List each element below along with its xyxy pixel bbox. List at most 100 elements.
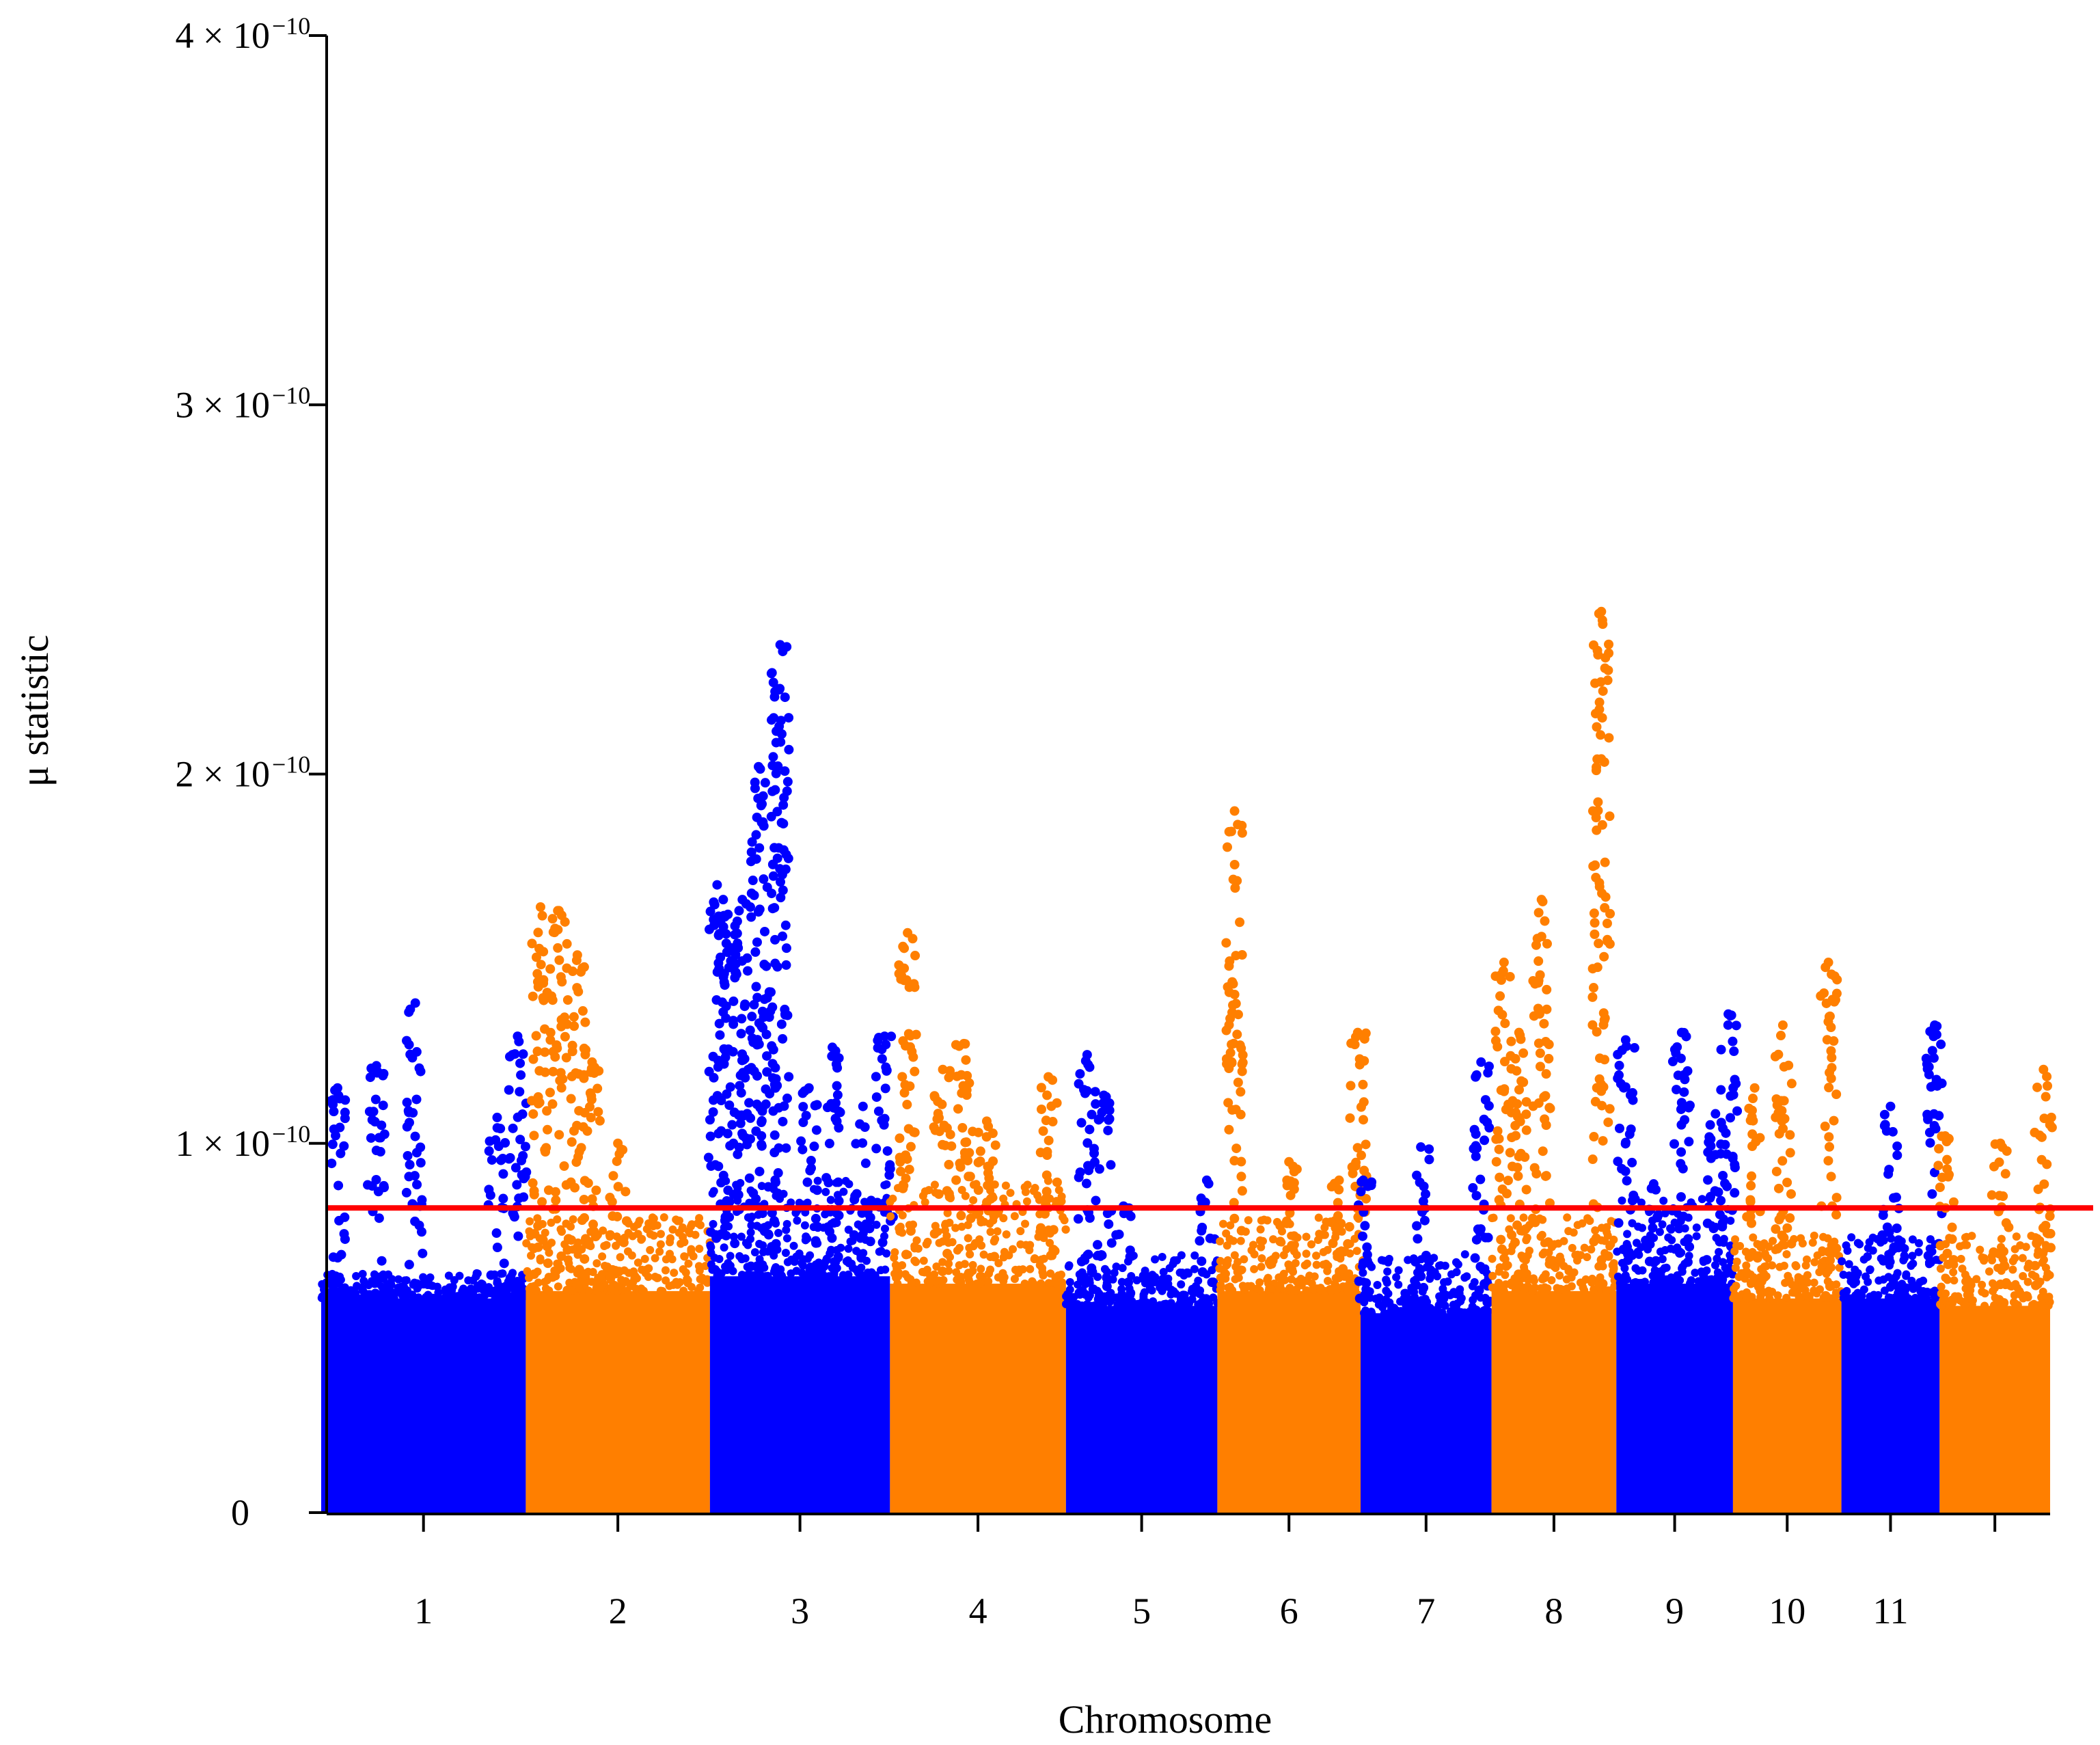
- snp-point: [910, 1256, 919, 1265]
- snp-point: [725, 1082, 735, 1092]
- snp-point: [1820, 1121, 1830, 1131]
- snp-point: [1894, 1235, 1904, 1245]
- snp-point: [562, 995, 573, 1005]
- y-tick-label: 0: [231, 1492, 249, 1533]
- snp-point: [1073, 1214, 1083, 1224]
- snp-point: [735, 1081, 745, 1091]
- snp-point: [358, 1269, 367, 1278]
- snp-point: [1849, 1294, 1857, 1303]
- snp-point: [484, 1146, 494, 1156]
- snp-point: [2036, 1154, 2047, 1165]
- snp-point: [964, 1172, 974, 1182]
- snp-point: [1229, 1198, 1239, 1208]
- snp-point: [1925, 1027, 1935, 1037]
- snp-point: [1879, 1121, 1890, 1131]
- y-tick-times: ×: [194, 754, 233, 795]
- snp-point: [1541, 1171, 1551, 1181]
- snp-point: [1044, 1135, 1054, 1146]
- snp-point: [1713, 1254, 1721, 1263]
- snp-point: [1868, 1233, 1877, 1242]
- snp-point: [747, 837, 757, 847]
- snp-point: [567, 1264, 575, 1273]
- snp-point: [721, 1001, 731, 1012]
- chromosome-8-points: [1488, 606, 1619, 1513]
- snp-point: [1076, 1256, 1087, 1267]
- snp-point: [903, 1273, 912, 1282]
- snp-point: [1151, 1255, 1160, 1264]
- snp-point: [1843, 1246, 1852, 1255]
- snp-point: [1754, 1282, 1764, 1292]
- snp-point: [747, 1221, 756, 1230]
- snp-point: [1520, 1262, 1529, 1271]
- snp-point: [726, 956, 736, 966]
- snp-point: [1026, 1241, 1035, 1249]
- snp-point: [1035, 1195, 1044, 1204]
- snp-point: [675, 1216, 684, 1225]
- snp-point: [459, 1289, 468, 1298]
- snp-point: [1042, 1147, 1052, 1157]
- snp-point: [553, 1266, 562, 1275]
- snp-point: [563, 1234, 573, 1244]
- snp-point: [1221, 1025, 1231, 1036]
- snp-point: [538, 992, 548, 1003]
- x-axis-title: Chromosome: [1059, 1697, 1272, 1742]
- snp-point: [1328, 1239, 1338, 1249]
- snp-point: [552, 1043, 562, 1053]
- snp-point: [877, 1237, 888, 1247]
- snp-point: [1667, 1225, 1676, 1234]
- snp-point: [1449, 1300, 1458, 1309]
- snp-point: [1216, 1257, 1225, 1266]
- snp-point: [769, 1216, 779, 1226]
- snp-point: [1791, 1261, 1800, 1270]
- snp-point: [1824, 1083, 1834, 1093]
- snp-point: [584, 1286, 593, 1295]
- snp-point: [1542, 984, 1552, 995]
- snp-point: [776, 1019, 787, 1029]
- chromosome-11-dense-band: [1841, 1298, 1940, 1513]
- snp-point: [905, 1042, 915, 1052]
- snp-point: [1592, 1027, 1602, 1037]
- snp-point: [1494, 1144, 1504, 1154]
- snp-point: [1454, 1260, 1462, 1269]
- snp-point: [1065, 1277, 1074, 1286]
- snp-point: [784, 1072, 794, 1082]
- snp-point: [1490, 1027, 1501, 1037]
- snp-point: [555, 1075, 565, 1085]
- snp-point: [944, 1072, 954, 1083]
- snp-point: [1497, 1244, 1507, 1254]
- snp-point: [1603, 665, 1613, 675]
- snp-point: [370, 1288, 381, 1299]
- snp-point: [1922, 1109, 1933, 1120]
- snp-point: [1231, 1275, 1240, 1284]
- snp-point: [1543, 1237, 1553, 1247]
- snp-point: [441, 1293, 450, 1302]
- snp-point: [1471, 1072, 1481, 1082]
- snp-point: [1931, 1124, 1941, 1134]
- snp-point: [886, 1212, 895, 1221]
- snp-point: [371, 1174, 381, 1185]
- snp-point: [1760, 1269, 1769, 1278]
- snp-point: [1771, 1112, 1781, 1122]
- x-tick-label: 2: [609, 1591, 627, 1632]
- snp-point: [566, 1094, 576, 1104]
- snp-point: [955, 1261, 964, 1270]
- snp-point: [872, 1220, 881, 1229]
- snp-point: [1613, 1156, 1623, 1167]
- snp-point: [847, 1259, 856, 1268]
- snp-point: [1303, 1286, 1311, 1295]
- snp-point: [379, 1180, 389, 1191]
- snp-point: [1941, 1137, 1952, 1147]
- snp-point: [824, 1139, 834, 1149]
- snp-point: [920, 1268, 929, 1277]
- snp-point: [1287, 1241, 1297, 1251]
- snp-point: [547, 1218, 556, 1227]
- snp-point: [1847, 1233, 1856, 1242]
- snp-point: [1874, 1290, 1883, 1299]
- snp-point: [1637, 1198, 1646, 1207]
- snp-point: [1423, 1297, 1432, 1306]
- snp-point: [718, 895, 728, 905]
- snp-point: [605, 1273, 616, 1283]
- snp-point: [637, 1235, 646, 1244]
- snp-point: [1697, 1195, 1706, 1204]
- snp-point: [708, 1107, 718, 1117]
